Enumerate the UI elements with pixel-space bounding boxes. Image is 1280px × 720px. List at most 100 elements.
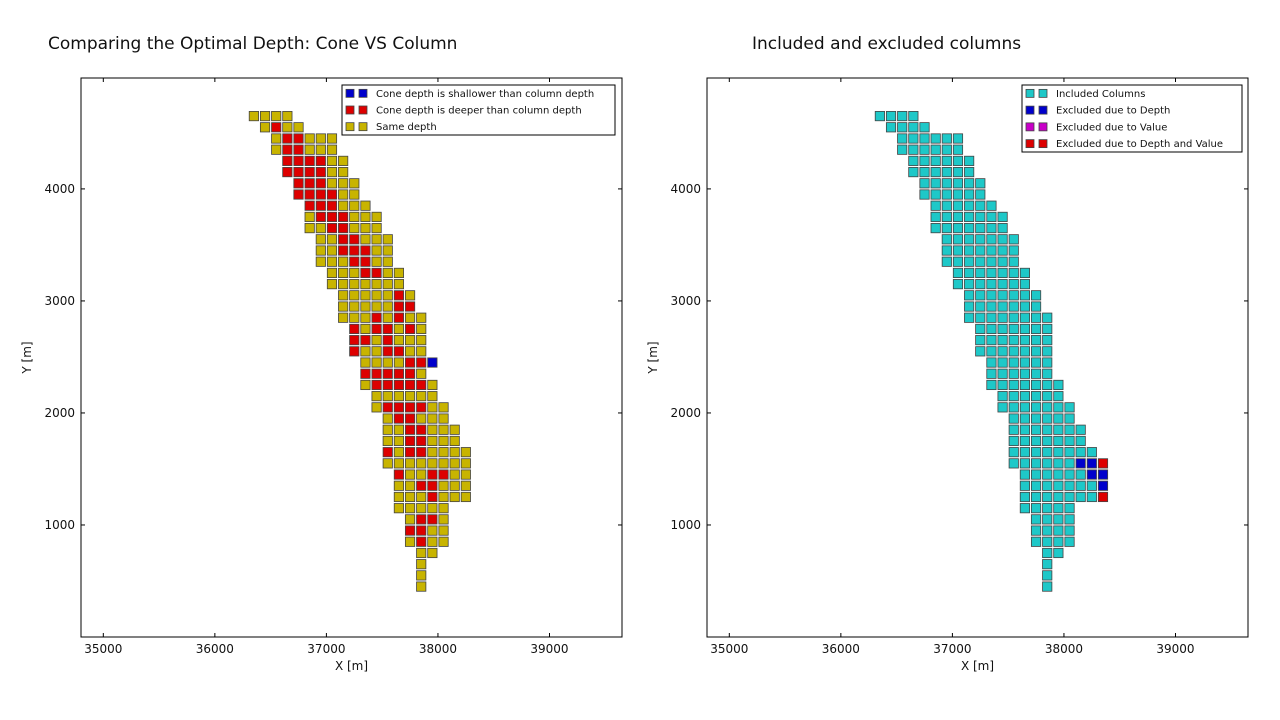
- data-point: [975, 256, 986, 267]
- data-point: [986, 301, 997, 312]
- data-point: [952, 167, 964, 178]
- x-tick-label: 37000: [933, 642, 971, 656]
- data-point: [997, 312, 1008, 323]
- data-point: [282, 122, 293, 133]
- data-point: [964, 279, 975, 290]
- data-point: [1030, 290, 1042, 301]
- data-point: [997, 245, 1008, 256]
- data-point: [427, 379, 438, 391]
- data-point: [1042, 357, 1053, 368]
- data-point: [315, 223, 326, 234]
- data-point: [404, 368, 416, 379]
- data-point: [360, 368, 371, 379]
- data-point: [338, 167, 349, 178]
- data-point: [271, 122, 282, 133]
- legend-marker: [358, 122, 368, 132]
- data-point: [360, 290, 371, 301]
- data-point: [1019, 267, 1030, 278]
- data-point: [964, 189, 975, 200]
- data-point: [382, 335, 393, 346]
- data-point: [986, 290, 997, 301]
- legend-label: Included Columns: [1056, 89, 1145, 100]
- data-point: [964, 267, 975, 278]
- plot-frame: [80, 77, 623, 638]
- data-point: [427, 525, 438, 536]
- data-point: [416, 536, 427, 547]
- data-point: [304, 211, 315, 222]
- data-point: [326, 178, 338, 189]
- data-point: [404, 413, 416, 424]
- data-point: [449, 435, 460, 447]
- data-point: [1019, 323, 1030, 335]
- data-point: [1064, 402, 1075, 413]
- chart-title-right: Included and excluded columns: [752, 34, 1022, 54]
- data-point: [349, 346, 360, 357]
- data-point: [952, 245, 964, 256]
- data-point: [349, 245, 360, 256]
- data-point: [404, 323, 416, 335]
- data-point: [393, 491, 404, 503]
- data-point: [460, 469, 471, 480]
- data-point: [997, 335, 1008, 346]
- data-point: [416, 503, 427, 514]
- data-point: [1064, 458, 1075, 469]
- data-point: [404, 447, 416, 458]
- data-point: [1042, 469, 1053, 480]
- data-point: [1053, 424, 1064, 435]
- data-point: [1030, 402, 1042, 413]
- data-point: [1019, 335, 1030, 346]
- data-point: [371, 402, 382, 413]
- data-point: [371, 346, 382, 357]
- data-point: [427, 491, 438, 503]
- data-point: [371, 290, 382, 301]
- legend-label: Cone depth is deeper than column depth: [376, 106, 582, 117]
- data-point: [1030, 312, 1042, 323]
- data-point: [1030, 503, 1042, 514]
- data-point: [338, 211, 349, 222]
- data-point: [460, 480, 471, 491]
- data-point: [1019, 379, 1030, 391]
- data-point: [908, 155, 919, 166]
- data-point: [1042, 346, 1053, 357]
- data-point: [404, 525, 416, 536]
- data-point: [382, 368, 393, 379]
- data-point: [393, 424, 404, 435]
- data-point: [1030, 447, 1042, 458]
- data-point: [1030, 391, 1042, 402]
- data-point: [1042, 335, 1053, 346]
- data-point: [393, 458, 404, 469]
- data-point: [371, 368, 382, 379]
- data-point: [382, 447, 393, 458]
- x-tick-label: 35000: [84, 642, 122, 656]
- data-point: [941, 189, 952, 200]
- data-point: [1019, 458, 1030, 469]
- data-point: [338, 312, 349, 323]
- data-point: [404, 335, 416, 346]
- data-point: [404, 424, 416, 435]
- legend-marker: [358, 105, 368, 115]
- data-point: [1008, 447, 1019, 458]
- data-point: [1030, 480, 1042, 491]
- data-point: [1019, 424, 1030, 435]
- data-point: [1075, 458, 1086, 469]
- data-point: [1064, 447, 1075, 458]
- data-point: [1019, 480, 1030, 491]
- data-point: [416, 458, 427, 469]
- data-point: [438, 435, 449, 447]
- data-point: [416, 379, 427, 391]
- data-point: [416, 402, 427, 413]
- data-point: [371, 223, 382, 234]
- data-point: [393, 379, 404, 391]
- data-point: [382, 435, 393, 447]
- data-point: [1030, 346, 1042, 357]
- data-point: [964, 223, 975, 234]
- data-point: [393, 480, 404, 491]
- data-point: [1008, 234, 1019, 245]
- data-point: [360, 279, 371, 290]
- data-point: [416, 413, 427, 424]
- data-point: [952, 144, 964, 155]
- data-point: [941, 245, 952, 256]
- legend-marker: [1025, 122, 1035, 132]
- data-point: [416, 514, 427, 525]
- data-point: [315, 256, 326, 267]
